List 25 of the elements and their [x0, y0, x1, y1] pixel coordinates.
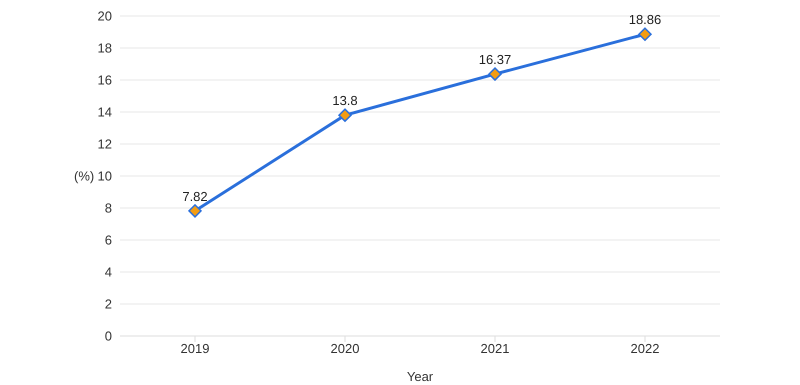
- x-tick-label: 2021: [480, 341, 510, 356]
- y-tick-label: 2: [104, 296, 112, 312]
- y-tick-label: 16: [98, 72, 112, 88]
- y-tick-label: 0: [104, 328, 112, 344]
- x-axis-title: Year: [406, 369, 434, 384]
- point: [638, 27, 652, 41]
- point: [338, 108, 352, 122]
- y-tick-label: 18: [98, 40, 112, 56]
- y-tick-label: 6: [104, 232, 112, 248]
- data-label: 7.82: [182, 188, 208, 204]
- data-label: 18.86: [628, 12, 662, 28]
- x-tick-label: 2019: [180, 341, 210, 356]
- y-tick-label: 10: [98, 168, 112, 184]
- point: [188, 204, 202, 218]
- data-label: 16.37: [478, 52, 512, 68]
- data-label: 13.8: [332, 93, 358, 108]
- point: [488, 67, 502, 81]
- x-tick-label: 2020: [330, 341, 360, 356]
- y-tick-label: 12: [98, 136, 112, 152]
- y-tick-label: 4: [104, 264, 112, 280]
- y-tick-label: 8: [104, 200, 112, 216]
- y-axis-title: (%): [74, 168, 94, 184]
- y-tick-label: 14: [98, 104, 112, 120]
- x-tick-label: 2022: [630, 341, 660, 356]
- y-tick-label: 20: [98, 8, 112, 24]
